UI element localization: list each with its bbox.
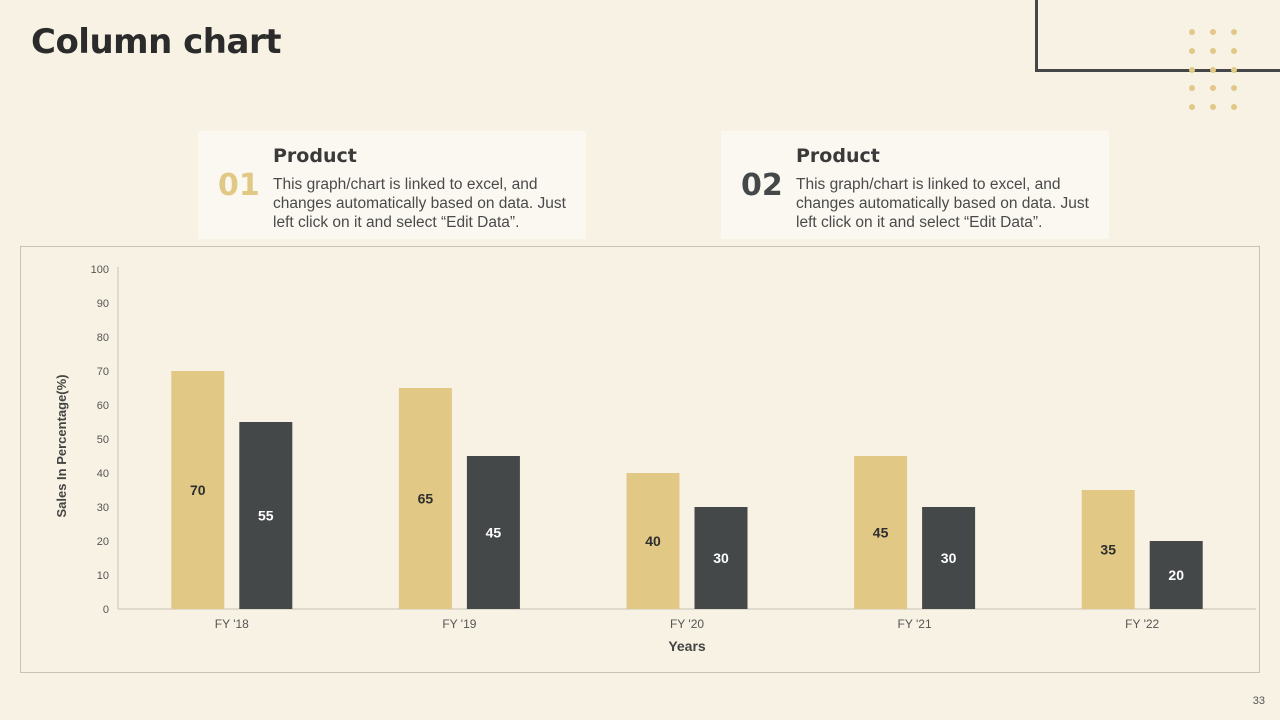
decor-dot xyxy=(1231,104,1237,111)
bar-series1[interactable] xyxy=(398,388,452,609)
y-tick-label: 100 xyxy=(91,264,109,276)
y-tick-label: 90 xyxy=(97,298,109,310)
x-tick-label: FY '22 xyxy=(1125,617,1159,631)
decor-dot xyxy=(1231,47,1237,54)
decor-dot xyxy=(1231,29,1237,35)
bar-series1[interactable] xyxy=(1081,490,1135,609)
bar-series2[interactable] xyxy=(239,422,293,609)
card-number: 01 xyxy=(218,168,260,203)
bar-series2[interactable] xyxy=(1149,541,1203,609)
y-tick-label: 30 xyxy=(97,502,109,514)
bar-series2[interactable] xyxy=(694,507,748,609)
decor-dot xyxy=(1189,104,1195,111)
y-tick-label: 0 xyxy=(103,604,109,616)
decor-dot xyxy=(1231,66,1237,73)
data-label: 45 xyxy=(873,525,889,541)
bar-series1[interactable] xyxy=(626,473,680,609)
y-tick-label: 80 xyxy=(97,332,109,344)
bar-series2[interactable] xyxy=(466,456,520,609)
decor-dot xyxy=(1210,104,1216,111)
x-axis-title: Years xyxy=(668,638,706,654)
bar-series2[interactable] xyxy=(922,507,976,609)
data-label: 30 xyxy=(713,550,729,566)
data-label: 35 xyxy=(1100,542,1116,558)
x-tick-label: FY '18 xyxy=(215,617,249,631)
x-tick-label: FY '19 xyxy=(442,617,476,631)
y-axis-title: Sales In Percentage(%) xyxy=(54,374,69,517)
decor-dot xyxy=(1210,29,1216,35)
decor-dot xyxy=(1231,85,1237,92)
decor-dot xyxy=(1189,66,1195,73)
card-description: This graph/chart is linked to excel, and… xyxy=(273,176,566,231)
data-label: 55 xyxy=(258,508,274,524)
decor-dot xyxy=(1210,66,1216,73)
card-description: This graph/chart is linked to excel, and… xyxy=(796,176,1089,231)
data-label: 45 xyxy=(486,525,502,541)
y-tick-label: 60 xyxy=(97,400,109,412)
product-card-2: 02 Product This graph/chart is linked to… xyxy=(721,131,1109,239)
bar-series1[interactable] xyxy=(171,371,225,609)
card-title: Product xyxy=(273,145,357,167)
y-tick-label: 50 xyxy=(97,434,109,446)
x-tick-label: FY '20 xyxy=(670,617,704,631)
y-tick-label: 10 xyxy=(97,570,109,582)
y-tick-label: 40 xyxy=(97,468,109,480)
data-label: 20 xyxy=(1168,567,1184,583)
data-label: 70 xyxy=(190,482,206,498)
decor-dot xyxy=(1189,85,1195,92)
dot-grid-decoration xyxy=(1189,29,1239,113)
card-title: Product xyxy=(796,145,880,167)
card-number: 02 xyxy=(741,168,783,203)
bar-series1[interactable] xyxy=(854,456,908,609)
x-tick-label: FY '21 xyxy=(898,617,932,631)
decor-dot xyxy=(1210,85,1216,92)
decor-dot xyxy=(1189,47,1195,54)
chart-area[interactable]: 0 10 20 30 40 50 60 70 80 90 100 70 55 FY '18 65 45 FY '… xyxy=(20,246,1260,673)
slide-number: 33 xyxy=(1252,695,1265,707)
decor-dot xyxy=(1189,29,1195,35)
data-label: 65 xyxy=(418,491,434,507)
product-card-1: 01 Product This graph/chart is linked to… xyxy=(198,131,586,239)
y-tick-label: 70 xyxy=(97,366,109,378)
corner-frame-decoration xyxy=(1035,0,1280,72)
y-tick-label: 20 xyxy=(97,536,109,548)
data-label: 40 xyxy=(645,533,661,549)
page-title: Column chart xyxy=(31,22,281,62)
decor-dot xyxy=(1210,47,1216,54)
data-label: 30 xyxy=(941,550,957,566)
column-chart[interactable]: 0 10 20 30 40 50 60 70 80 90 100 70 55 FY '18 65 45 FY '… xyxy=(21,247,1259,672)
